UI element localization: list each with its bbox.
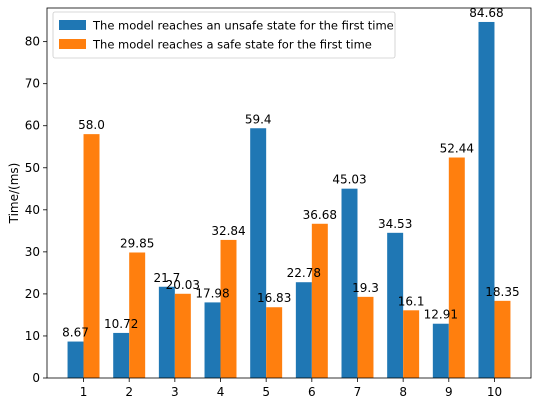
bar-series1-6 xyxy=(311,223,328,378)
bar-series0-7 xyxy=(341,188,358,378)
bar-series1-10 xyxy=(494,300,511,378)
bar-series1-4 xyxy=(220,239,237,378)
plot-frame xyxy=(46,7,532,379)
legend-box xyxy=(52,11,396,59)
data-label-series0-3: 21.7 xyxy=(153,271,180,285)
data-label-series0-8: 34.53 xyxy=(378,217,412,231)
data-label-series0-10: 84.68 xyxy=(469,6,503,20)
bar-series1-2 xyxy=(129,252,146,378)
y-tick-label: 0 xyxy=(32,371,40,385)
bar-series0-6 xyxy=(295,282,312,378)
data-label-series1-9: 52.44 xyxy=(440,142,474,156)
legend-swatch-safe xyxy=(59,39,86,49)
legend: The model reaches an unsafe state for th… xyxy=(52,11,396,59)
data-label-series0-5: 59.4 xyxy=(245,112,272,126)
bar-series1-3 xyxy=(174,293,191,378)
y-tick-label: 60 xyxy=(25,119,40,133)
bar-series0-5 xyxy=(250,128,267,378)
x-tick-label: 9 xyxy=(445,385,453,399)
y-tick-label: 70 xyxy=(25,77,40,91)
bar-series1-8 xyxy=(403,310,420,378)
data-label-series1-4: 32.84 xyxy=(211,224,245,238)
data-label-series1-8: 16.1 xyxy=(398,294,425,308)
data-label-series1-10: 18.35 xyxy=(485,285,519,299)
data-labels-layer: 8.67 10.72 21.7 17.98 59.4 22.78 45.03 34.53 12.… xyxy=(62,6,519,340)
x-tick-label: 10 xyxy=(487,385,502,399)
data-label-series0-6: 22.78 xyxy=(287,266,321,280)
legend-label-unsafe: The model reaches an unsafe state for th… xyxy=(92,19,394,33)
bar-series1-5 xyxy=(266,307,283,378)
data-label-series0-7: 45.03 xyxy=(332,173,366,187)
data-label-series1-5: 16.83 xyxy=(257,291,291,305)
bar-series1-1 xyxy=(83,134,100,378)
y-tick-label: 80 xyxy=(25,35,40,49)
y-tick-label: 30 xyxy=(25,245,40,259)
data-label-series1-1: 58.0 xyxy=(78,118,105,132)
data-label-series1-3: 20.03 xyxy=(166,278,200,292)
y-tick-label: 40 xyxy=(25,203,40,217)
data-label-series0-2: 10.72 xyxy=(104,317,138,331)
bar-series1-9 xyxy=(448,157,465,378)
data-label-series1-7: 19.3 xyxy=(352,281,379,295)
x-tick-label: 7 xyxy=(354,385,362,399)
y-axis: 0 10 20 30 40 50 60 70 80 xyxy=(25,35,47,385)
y-tick-label: 10 xyxy=(25,329,40,343)
bar-series0-3 xyxy=(158,286,175,378)
bar-series0-4 xyxy=(204,302,221,378)
legend-label-safe: The model reaches a safe state for the f… xyxy=(92,38,372,52)
x-tick-label: 1 xyxy=(80,385,88,399)
x-tick-label: 6 xyxy=(308,385,316,399)
data-label-series1-2: 29.85 xyxy=(120,236,154,250)
x-tick-label: 3 xyxy=(171,385,179,399)
data-label-series0-1: 8.67 xyxy=(62,326,89,340)
y-tick-label: 20 xyxy=(25,287,40,301)
bar-series0-2 xyxy=(113,332,130,378)
y-axis-label: Time/(ms) xyxy=(7,163,21,225)
bar-series0-1 xyxy=(67,341,84,378)
x-tick-label: 5 xyxy=(262,385,270,399)
bar-series0-10 xyxy=(478,21,495,378)
bars-layer xyxy=(67,21,511,378)
x-tick-label: 2 xyxy=(125,385,133,399)
bar-series1-7 xyxy=(357,296,374,378)
legend-swatch-unsafe xyxy=(59,20,86,30)
bar-series0-8 xyxy=(387,232,404,378)
data-label-series1-6: 36.68 xyxy=(303,208,337,222)
data-label-series0-9: 12.91 xyxy=(424,308,458,322)
data-label-series0-4: 17.98 xyxy=(195,286,229,300)
x-axis: 1 2 3 4 5 6 7 8 9 10 xyxy=(80,378,502,399)
bar-series0-9 xyxy=(432,323,449,378)
x-tick-label: 4 xyxy=(217,385,225,399)
x-tick-label: 8 xyxy=(399,385,407,399)
y-tick-label: 50 xyxy=(25,161,40,175)
